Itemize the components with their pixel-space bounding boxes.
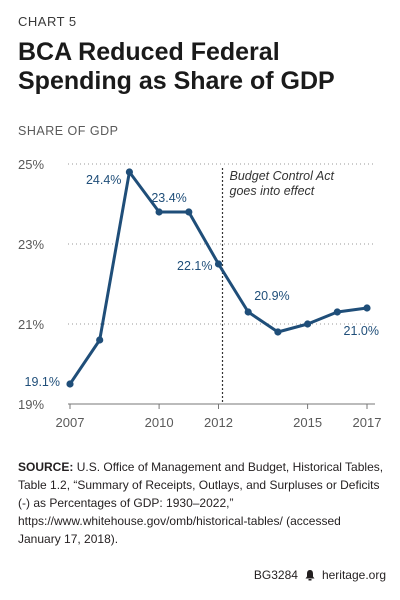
data-labels: 19.1% 24.4% 23.4% 22.1% 20.9% 21.0% [25, 173, 379, 389]
data-label: 23.4% [151, 191, 186, 205]
y-tick-label: 25% [18, 157, 44, 172]
data-label: 22.1% [177, 259, 212, 273]
y-tick-label: 21% [18, 317, 44, 332]
y-axis-label: SHARE OF GDP [18, 124, 119, 138]
chart-title-line-2: Spending as Share of GDP [18, 67, 335, 95]
data-label: 20.9% [254, 289, 289, 303]
data-point [96, 336, 104, 344]
x-tick-label: 2015 [293, 415, 322, 430]
y-tick-labels: 19% 21% 23% 25% [18, 157, 44, 412]
footer: BG3284 heritage.org [254, 568, 386, 582]
data-point [274, 328, 282, 336]
data-point [155, 208, 163, 216]
source-heading: SOURCE: [18, 460, 74, 474]
x-tick-label: 2010 [145, 415, 174, 430]
data-label: 19.1% [25, 375, 60, 389]
data-point [333, 308, 341, 316]
data-point [244, 308, 252, 316]
data-point [304, 320, 312, 328]
data-point [66, 380, 74, 388]
data-points [66, 168, 371, 388]
annotation-line-1: Budget Control Act [230, 169, 335, 183]
gridlines [68, 163, 375, 325]
chart-title: BCA Reduced Federal Spending as Share of… [18, 38, 388, 96]
data-label: 24.4% [86, 173, 121, 187]
series-line [68, 170, 368, 385]
x-tick-labels: 2007 2010 2012 2015 2017 [56, 404, 382, 430]
footer-site[interactable]: heritage.org [321, 568, 386, 582]
x-tick-label: 2012 [204, 415, 233, 430]
footer-code: BG3284 [253, 568, 298, 582]
chart-number: CHART 5 [18, 14, 77, 29]
data-point [214, 260, 223, 268]
data-point [125, 168, 133, 176]
y-tick-label: 23% [18, 237, 44, 252]
y-tick-label: 19% [18, 397, 44, 412]
bell-icon [305, 570, 315, 581]
data-point [185, 208, 193, 216]
annotation-line-2: goes into effect [230, 184, 315, 198]
chart-title-line-1: BCA Reduced Federal [18, 38, 280, 66]
x-tick-label: 2017 [353, 415, 382, 430]
data-label: 21.0% [344, 324, 379, 338]
source-text: U.S. Office of Management and Budget, Hi… [18, 460, 384, 546]
line-chart: 19% 21% 23% 25% 2007 2010 2012 2015 2017 Budget… [18, 157, 382, 430]
x-tick-label: 2007 [56, 415, 85, 430]
source-note: SOURCE: U.S. Office of Management and Bu… [18, 458, 386, 548]
data-point [363, 304, 371, 312]
